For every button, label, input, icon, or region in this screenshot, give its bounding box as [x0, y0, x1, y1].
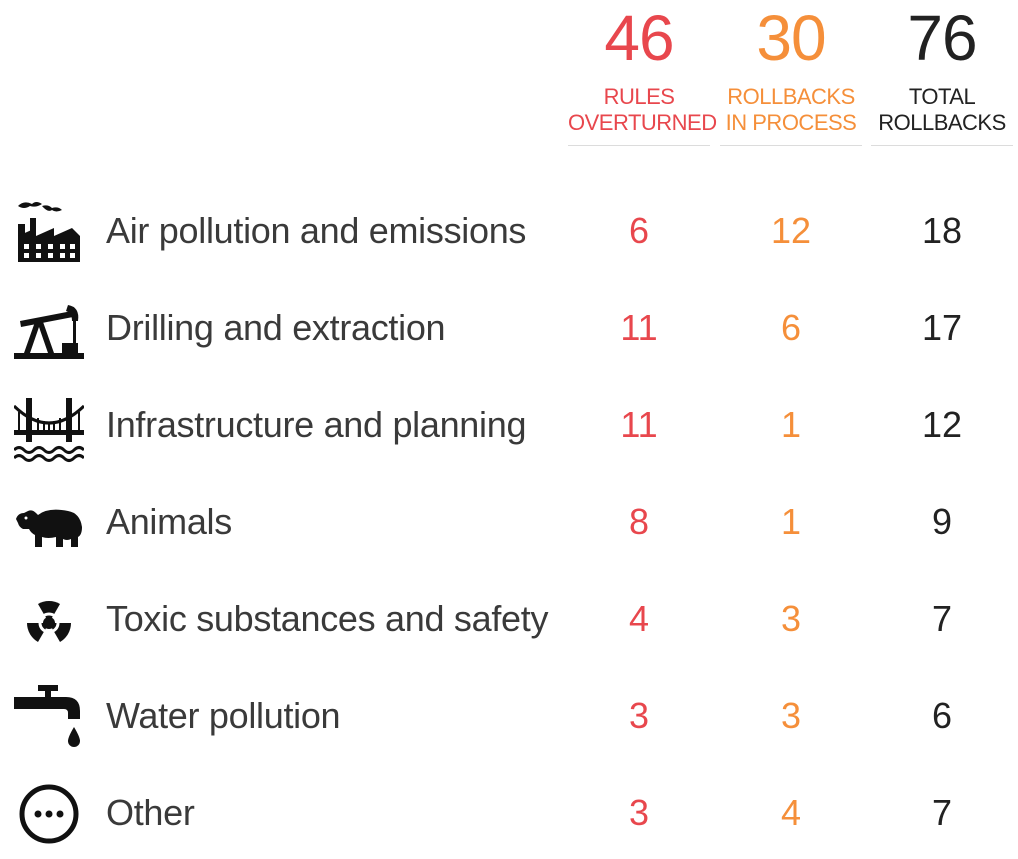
header-divider: [871, 145, 1013, 146]
header-divider: [720, 145, 862, 146]
in-process-value: 4: [780, 792, 802, 833]
total-value: 6: [931, 695, 953, 736]
category-label: Animals: [106, 501, 232, 542]
overturned-label: RULES OVERTURNED: [568, 84, 717, 136]
table-row: Other 3 4 7: [0, 762, 1018, 859]
bear-icon: [14, 491, 84, 561]
in-process-total: 30: [756, 2, 826, 74]
table-row: Toxic substances and safety 4 3 7: [0, 568, 1018, 665]
overturned-label-line2: OVERTURNED: [568, 110, 717, 135]
in-process-label-line1: ROLLBACKS: [727, 84, 855, 109]
table-row: Water pollution 3 3 6: [0, 665, 1018, 762]
oil-pump-icon: [14, 297, 84, 367]
total-value: 7: [931, 598, 953, 639]
category-label: Infrastructure and planning: [106, 404, 527, 445]
overturned-value: 3: [628, 695, 650, 736]
total-value: 9: [931, 501, 953, 542]
overturned-value: 4: [628, 598, 650, 639]
header-rollbacks-in-process: 30 ROLLBACKS IN PROCESS: [720, 0, 862, 146]
overturned-value: 11: [620, 307, 658, 348]
in-process-value: 12: [770, 210, 812, 251]
factory-icon: [14, 200, 84, 270]
total-label-line2: ROLLBACKS: [878, 110, 1006, 135]
header-rules-overturned: 46 RULES OVERTURNED: [568, 0, 717, 146]
total-value: 17: [921, 307, 963, 348]
category-label: Toxic substances and safety: [106, 598, 549, 639]
overturned-label-line1: RULES: [603, 84, 675, 109]
bridge-icon: [14, 394, 84, 464]
table-row: Infrastructure and planning 11 1 12: [0, 374, 1018, 471]
total-value: 18: [921, 210, 963, 251]
table-row: Air pollution and emissions 6 12 18: [0, 180, 1018, 277]
total-label-line1: TOTAL: [908, 84, 976, 109]
overturned-value: 3: [628, 792, 650, 833]
overturned-value: 11: [620, 404, 658, 445]
category-label: Air pollution and emissions: [106, 210, 527, 251]
total-rollbacks-label: TOTAL ROLLBACKS: [871, 84, 1013, 136]
table-row: Drilling and extraction 11 6 17: [0, 277, 1018, 374]
in-process-value: 6: [780, 307, 802, 348]
overturned-total: 46: [604, 2, 674, 74]
header-divider: [568, 145, 710, 146]
total-rollbacks-total: 76: [907, 2, 977, 74]
in-process-label: ROLLBACKS IN PROCESS: [720, 84, 862, 136]
total-value: 7: [931, 792, 953, 833]
total-value: 12: [921, 404, 963, 445]
category-label: Drilling and extraction: [106, 307, 446, 348]
in-process-value: 1: [780, 501, 802, 542]
in-process-value: 3: [780, 598, 802, 639]
overturned-value: 8: [628, 501, 650, 542]
header-total-rollbacks: 76 TOTAL ROLLBACKS: [871, 0, 1013, 146]
in-process-value: 3: [780, 695, 802, 736]
category-label: Water pollution: [106, 695, 341, 736]
category-label: Other: [106, 792, 195, 833]
radiation-icon: [14, 588, 84, 658]
overturned-value: 6: [628, 210, 650, 251]
in-process-label-line2: IN PROCESS: [725, 110, 857, 135]
faucet-icon: [14, 685, 84, 755]
table-row: Animals 8 1 9: [0, 471, 1018, 568]
ellipsis-circle-icon: [14, 782, 84, 852]
in-process-value: 1: [780, 404, 802, 445]
